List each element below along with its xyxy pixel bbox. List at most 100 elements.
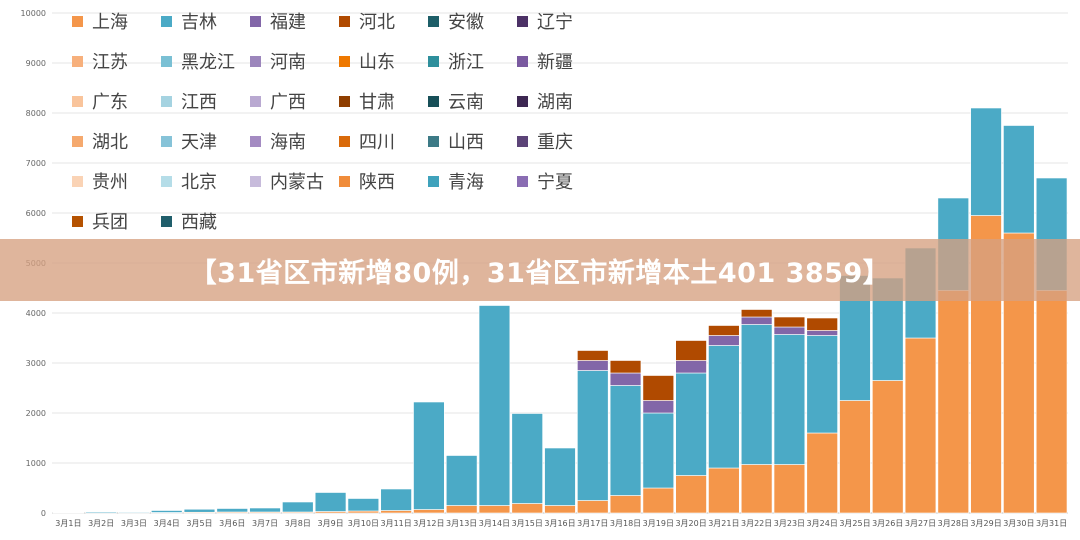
bar-stack <box>52 511 85 514</box>
legend-swatch <box>517 135 528 147</box>
bar-segment <box>708 325 740 336</box>
bar-stack <box>380 488 412 514</box>
bar-stack <box>577 350 609 514</box>
bar-segment <box>282 501 314 513</box>
legend-swatch <box>339 135 350 147</box>
legend-swatch <box>72 215 83 227</box>
bar-segment <box>380 510 412 514</box>
legend-label: 陕西 <box>359 172 395 193</box>
y-tick-label: 6000 <box>26 209 46 218</box>
bar-segment <box>52 511 85 514</box>
bar-segment <box>609 495 642 514</box>
legend-item: 吉林 <box>161 8 217 34</box>
legend-item: 河南 <box>250 48 306 74</box>
legend-label: 兵团 <box>92 212 128 233</box>
legend-swatch <box>250 175 261 187</box>
legend-item: 江西 <box>161 88 217 114</box>
legend-swatch <box>250 15 261 27</box>
x-tick-label: 3月2日 <box>88 519 114 528</box>
legend-swatch <box>250 135 261 147</box>
x-tick-label: 3月31日 <box>1036 519 1067 528</box>
bar-stack <box>183 508 216 514</box>
bar-segment <box>445 455 478 506</box>
bar-stack <box>347 498 380 514</box>
bar-segment <box>708 345 740 469</box>
legend-item: 四川 <box>339 128 395 154</box>
legend-label: 云南 <box>448 92 484 113</box>
y-tick-label: 1000 <box>26 459 46 468</box>
legend-item: 贵州 <box>72 168 128 194</box>
legend-swatch <box>72 95 83 107</box>
y-tick-label: 10000 <box>21 9 46 18</box>
bar-stack <box>249 507 281 514</box>
legend-item: 新疆 <box>517 48 573 74</box>
legend-item: 云南 <box>428 88 484 114</box>
bar-stack <box>445 455 478 514</box>
bar-stack <box>773 316 806 514</box>
bar-segment <box>806 330 838 336</box>
bar-segment <box>970 107 1002 216</box>
legend-swatch <box>161 215 172 227</box>
y-tick-label: 9000 <box>26 59 46 68</box>
bar-segment <box>118 511 150 514</box>
bar-segment <box>740 324 773 465</box>
legend-item: 山东 <box>339 48 395 74</box>
x-tick-label: 3月22日 <box>741 519 772 528</box>
x-tick-label: 3月13日 <box>446 519 477 528</box>
bar-stack <box>478 305 511 514</box>
x-tick-label: 3月30日 <box>1003 519 1034 528</box>
bar-stack <box>708 325 740 514</box>
bar-stack <box>413 401 445 514</box>
legend-swatch <box>339 15 350 27</box>
legend-item: 天津 <box>161 128 217 154</box>
bar-stack <box>675 340 707 514</box>
x-tick-label: 3月12日 <box>413 519 444 528</box>
x-tick-label: 3月10日 <box>348 519 379 528</box>
legend-label: 四川 <box>359 132 395 153</box>
legend-swatch <box>339 95 350 107</box>
x-tick-label: 3月28日 <box>938 519 969 528</box>
bar-segment <box>806 317 838 331</box>
bar-segment <box>773 316 806 328</box>
legend-item: 宁夏 <box>517 168 573 194</box>
legend-label: 广西 <box>270 92 306 113</box>
bar-segment <box>642 412 675 489</box>
legend-item: 广东 <box>72 88 128 114</box>
bar-segment <box>577 500 609 514</box>
legend-swatch <box>250 95 261 107</box>
legend-label: 湖南 <box>537 92 573 113</box>
x-tick-label: 3月17日 <box>577 519 608 528</box>
x-tick-label: 3月14日 <box>479 519 510 528</box>
bar-segment <box>249 507 281 513</box>
legend-swatch <box>517 55 528 67</box>
legend-label: 广东 <box>92 92 128 113</box>
legend-label: 重庆 <box>537 132 573 153</box>
y-tick-label: 3000 <box>26 359 46 368</box>
x-tick-label: 3月16日 <box>544 519 575 528</box>
legend-item: 陕西 <box>339 168 395 194</box>
bar-segment <box>151 510 183 513</box>
bar-segment <box>675 340 707 361</box>
bar-stack <box>314 492 347 514</box>
bar-segment <box>445 505 478 514</box>
legend-label: 西藏 <box>181 212 217 233</box>
legend-label: 河南 <box>270 52 306 73</box>
bar-stack <box>544 447 576 514</box>
legend-label: 新疆 <box>537 52 573 73</box>
legend-swatch <box>428 175 439 187</box>
x-tick-label: 3月29日 <box>970 519 1001 528</box>
x-tick-label: 3月1日 <box>55 519 81 528</box>
x-tick-label: 3月23日 <box>774 519 805 528</box>
legend-item: 广西 <box>250 88 306 114</box>
bar-stack <box>872 277 904 514</box>
legend-swatch <box>428 95 439 107</box>
legend-item: 福建 <box>250 8 306 34</box>
legend-swatch <box>72 15 83 27</box>
bar-segment <box>740 464 773 514</box>
legend-item: 海南 <box>250 128 306 154</box>
legend-label: 辽宁 <box>537 12 573 33</box>
legend-swatch <box>72 135 83 147</box>
bar-segment <box>675 372 707 476</box>
bar-stack <box>118 511 150 514</box>
bar-segment <box>380 488 412 511</box>
